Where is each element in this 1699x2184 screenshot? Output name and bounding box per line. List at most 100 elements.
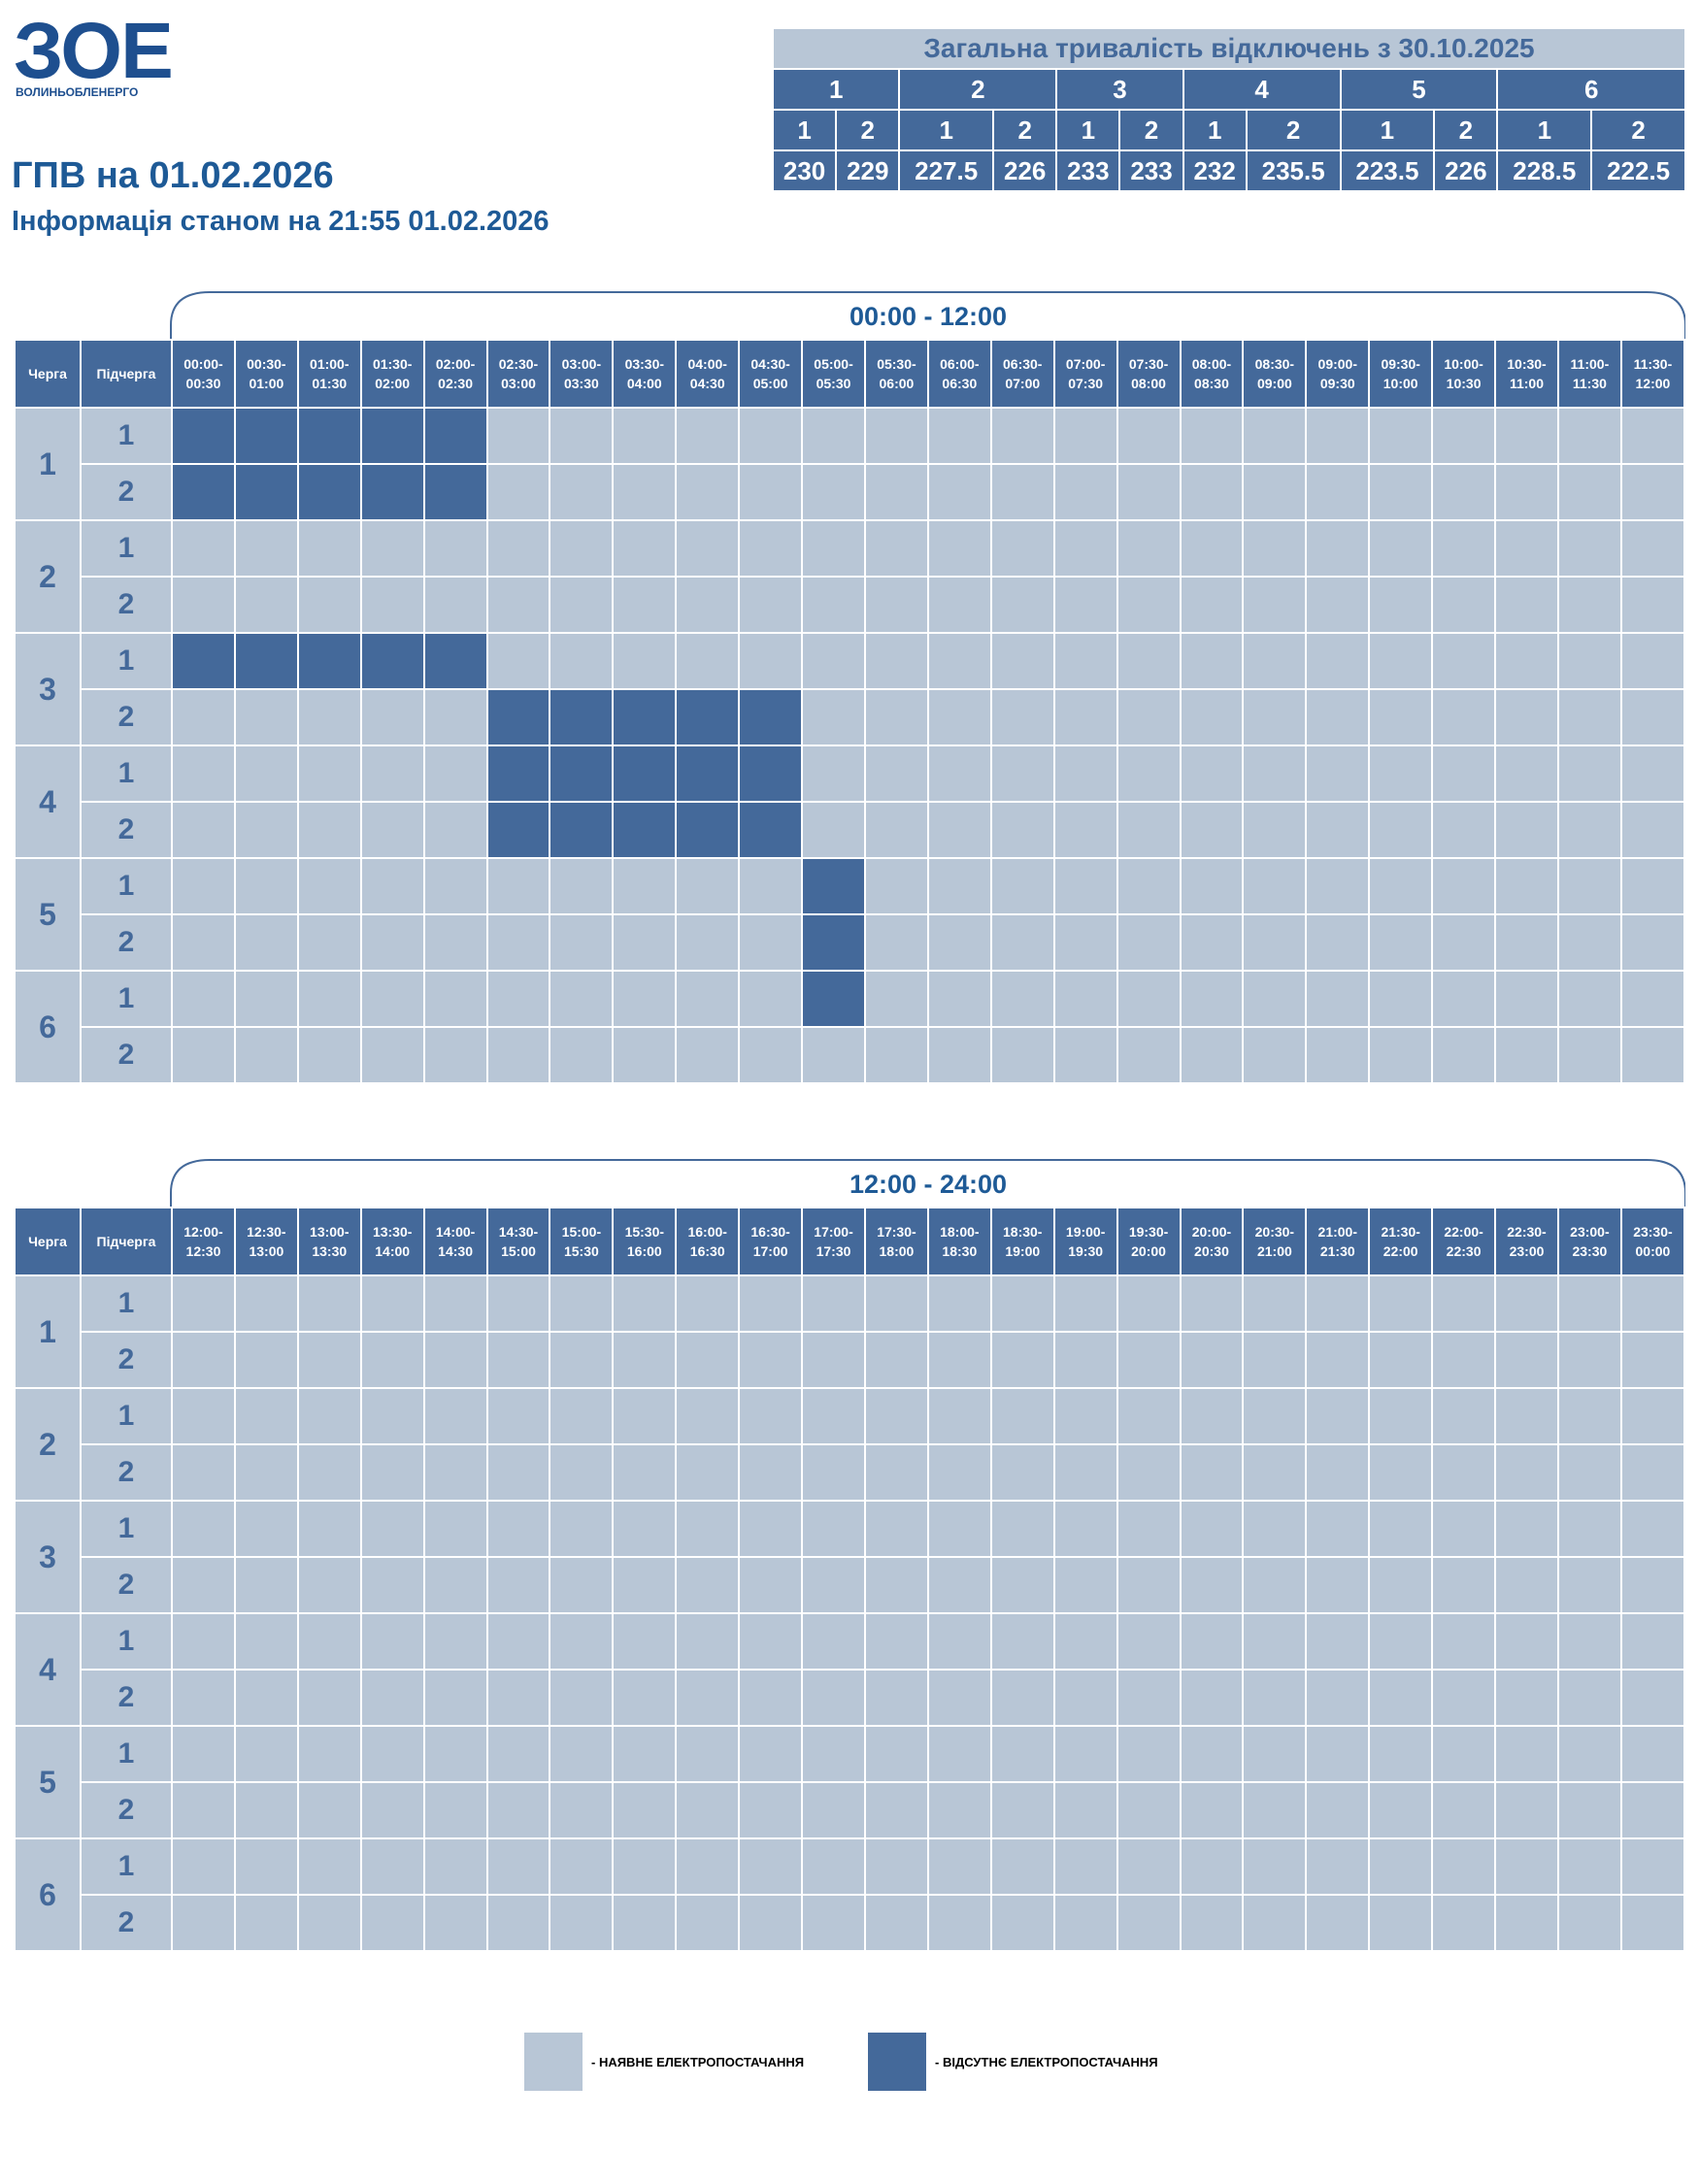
subgroup-label: 2 (1247, 111, 1340, 149)
slot-cell (1621, 859, 1683, 913)
slot-cell (803, 1783, 864, 1837)
queue-row: 2 (16, 1558, 1683, 1612)
queue-row: 2 (16, 1783, 1683, 1837)
slot-cell (1054, 578, 1116, 632)
queue-label: 3 (16, 634, 80, 745)
slot-cell (991, 1896, 1053, 1950)
subtitle: Інформація станом на 21:55 01.02.2026 (12, 206, 550, 237)
subqueue-label: 1 (82, 1389, 171, 1443)
title: ГПВ на 01.02.2026 (12, 155, 334, 196)
slot-cell (1496, 1276, 1557, 1331)
slot-cell (1558, 409, 1620, 463)
slot-cell (1181, 1896, 1243, 1950)
queue-label: 1 (16, 409, 80, 519)
slot-cell (1117, 1276, 1180, 1331)
subqueue-label: 1 (82, 1727, 171, 1781)
slot-cell (173, 1671, 234, 1725)
slot-cell (1496, 859, 1557, 913)
slot-cell (1370, 746, 1432, 801)
slot-cell (740, 634, 802, 688)
slot-cell (1307, 1896, 1369, 1950)
slot-cell (1181, 1028, 1243, 1082)
slot-cell (235, 1445, 297, 1500)
queue-label: 2 (16, 1389, 80, 1500)
slot-cell (1307, 1727, 1369, 1781)
slot-cell (1244, 1333, 1306, 1387)
slot-cell (928, 1558, 990, 1612)
slot-cell (173, 1333, 234, 1387)
slot-cell (677, 915, 739, 970)
slot-cell (740, 746, 802, 801)
slot-cell (1558, 803, 1620, 857)
slot-cell (1370, 1671, 1432, 1725)
summary-value: 226 (1435, 151, 1497, 190)
slot-cell (361, 1671, 423, 1725)
slot-cell (865, 1839, 927, 1894)
subqueue-label: 1 (82, 1614, 171, 1669)
slot-cell (235, 803, 297, 857)
slot-cell (1054, 1389, 1116, 1443)
slot-cell (740, 521, 802, 576)
slot-cell (1558, 634, 1620, 688)
slot-cell (803, 1502, 864, 1556)
slot-cell (487, 859, 550, 913)
slot-cell (991, 634, 1053, 688)
slot-cell (298, 521, 360, 576)
slot-cell (1433, 409, 1495, 463)
slot-cell (361, 690, 423, 745)
queue-row: 2 (16, 1671, 1683, 1725)
queue-label: 5 (16, 1727, 80, 1837)
queue-row: 2 (16, 1028, 1683, 1082)
summary-title: Загальна тривалість відключень з 30.10.2… (774, 29, 1684, 68)
slot-header: 03:30-04:00 (614, 341, 676, 407)
slot-cell (677, 1727, 739, 1781)
slot-cell (1117, 1896, 1180, 1950)
slot-cell (1181, 1727, 1243, 1781)
group-label: 4 (1183, 70, 1340, 109)
slot-cell (928, 409, 990, 463)
slot-cell (361, 634, 423, 688)
slot-cell (614, 803, 676, 857)
slot-cell (1496, 746, 1557, 801)
slot-cell (1433, 803, 1495, 857)
slot-cell (991, 1028, 1053, 1082)
queue-label: 4 (16, 746, 80, 857)
slot-cell (1621, 746, 1683, 801)
slot-cell (173, 1028, 234, 1082)
slot-cell (487, 1839, 550, 1894)
slot-cell (1117, 578, 1180, 632)
slot-cell (928, 1671, 990, 1725)
slot-header: 15:30-16:00 (614, 1208, 676, 1274)
slot-cell (928, 1783, 990, 1837)
slot-cell (1496, 1445, 1557, 1500)
slot-header: 12:00-12:30 (173, 1208, 234, 1274)
slot-cell (235, 1671, 297, 1725)
slot-cell (991, 1727, 1053, 1781)
subqueue-label: 2 (82, 1783, 171, 1837)
slot-cell (1244, 521, 1306, 576)
slot-cell (361, 1614, 423, 1669)
slot-cell (1181, 1671, 1243, 1725)
slot-cell (1244, 915, 1306, 970)
slot-cell (1496, 915, 1557, 970)
slot-cell (1496, 1671, 1557, 1725)
slot-header: 06:00-06:30 (928, 341, 990, 407)
slot-cell (928, 972, 990, 1026)
slot-cell (298, 1502, 360, 1556)
slot-cell (1433, 1558, 1495, 1612)
slot-cell (361, 746, 423, 801)
slot-cell (1621, 690, 1683, 745)
slot-cell (1496, 972, 1557, 1026)
slot-cell (1054, 521, 1116, 576)
summary-value: 232 (1183, 151, 1246, 190)
slot-header: 23:30-00:00 (1621, 1208, 1683, 1274)
slot-cell (677, 859, 739, 913)
slot-cell (740, 1445, 802, 1500)
slot-cell (173, 803, 234, 857)
slot-cell (1117, 1839, 1180, 1894)
slot-cell (1558, 972, 1620, 1026)
slot-header: 15:00-15:30 (550, 1208, 613, 1274)
slot-cell (1054, 1727, 1116, 1781)
